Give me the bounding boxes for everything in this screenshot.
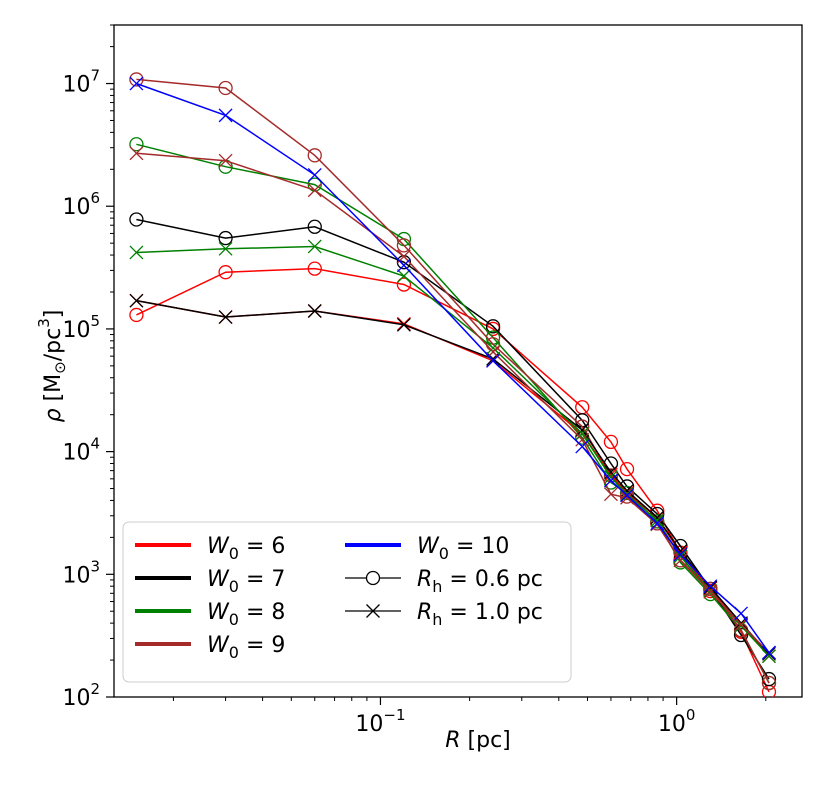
data-point-x	[762, 646, 776, 661]
data-point-circle	[396, 277, 412, 292]
data-point-x	[762, 645, 776, 660]
data-point-circle	[761, 675, 777, 691]
plot-frame	[113, 24, 803, 698]
data-point-circle	[761, 671, 777, 687]
data-point-x	[307, 304, 322, 318]
data-point-circle	[603, 468, 619, 483]
data-point-x	[396, 258, 411, 273]
data-point-x	[218, 241, 233, 256]
x-tick-label: 100	[658, 706, 696, 737]
data-point-circle	[218, 265, 233, 280]
data-point-circle	[129, 307, 144, 323]
series-8	[129, 76, 776, 660]
data-point-x	[396, 269, 411, 283]
legend-label: Rh = 0.6 pc	[417, 567, 543, 596]
data-point-x	[620, 488, 634, 503]
data-point-x	[703, 579, 718, 594]
data-point-x	[703, 580, 718, 595]
data-point-x	[129, 76, 144, 91]
data-point-circle	[307, 219, 322, 234]
data-point-x	[396, 316, 411, 331]
data-point-x	[307, 183, 322, 198]
y-tick-label: 106	[62, 189, 100, 220]
data-point-x	[486, 340, 501, 355]
data-point-x	[218, 310, 233, 324]
data-point-x	[650, 513, 665, 528]
data-point-x	[129, 146, 144, 161]
data-point-circle	[218, 80, 233, 96]
data-point-x	[620, 490, 634, 505]
data-point-x	[603, 487, 618, 502]
data-point-circle	[396, 238, 412, 253]
data-point-circle	[307, 148, 322, 163]
data-point-x	[673, 547, 688, 562]
data-point-circle	[619, 461, 635, 477]
data-point-x	[703, 584, 718, 599]
data-point-x	[673, 553, 688, 568]
y-tick-label: 103	[62, 557, 100, 588]
data-point-x	[218, 153, 233, 168]
data-point-circle	[603, 434, 619, 450]
data-point-x	[575, 432, 590, 447]
data-point-x	[673, 549, 688, 564]
legend-label: W0 = 8	[207, 600, 285, 629]
data-point-x	[650, 510, 665, 525]
data-point-x	[307, 239, 322, 254]
data-point-x	[762, 649, 776, 664]
y-tick-label: 102	[62, 680, 100, 711]
data-point-circle	[733, 627, 749, 643]
y-axis-label: ρ [M⊙/pc3]	[35, 310, 69, 423]
data-point-x	[603, 473, 618, 488]
legend-marker-x	[366, 604, 380, 618]
series-clip-group	[129, 72, 777, 697]
data-point-circle	[129, 212, 144, 227]
x-axis-label: R [pc]	[445, 728, 511, 753]
y-tick-label: 104	[62, 435, 100, 466]
legend-box	[122, 521, 572, 683]
data-point-x	[575, 439, 590, 454]
legend-marker-circle	[365, 570, 381, 586]
data-point-x	[650, 516, 665, 531]
data-point-x	[734, 618, 749, 633]
data-point-x	[129, 245, 144, 260]
data-point-x	[396, 317, 411, 332]
data-point-x	[620, 483, 634, 498]
y-tick-label: 107	[62, 67, 100, 98]
series-5	[129, 293, 776, 661]
data-point-x	[734, 606, 749, 621]
data-point-circle	[129, 72, 144, 87]
legend-label: Rh = 1.0 pc	[417, 600, 543, 629]
data-point-circle	[129, 137, 144, 152]
data-point-circle	[703, 581, 718, 597]
data-point-x	[603, 470, 618, 485]
legend-label: W0 = 9	[207, 633, 285, 662]
data-point-x	[129, 293, 144, 308]
data-point-x	[575, 426, 590, 441]
x-tick-label: 10−1	[355, 706, 405, 737]
legend-label: W0 = 10	[417, 534, 509, 563]
data-point-circle	[307, 261, 322, 276]
data-point-x	[486, 351, 501, 366]
data-point-x	[575, 423, 590, 437]
data-point-circle	[485, 319, 501, 334]
data-point-circle	[619, 485, 635, 501]
data-point-x	[307, 167, 322, 182]
legend-label: W0 = 6	[207, 534, 285, 563]
y-tick-label: 105	[62, 312, 100, 343]
data-point-x	[218, 108, 233, 123]
data-point-x	[486, 353, 501, 368]
data-point-circle	[218, 230, 233, 246]
legend-label: W0 = 7	[207, 567, 285, 596]
